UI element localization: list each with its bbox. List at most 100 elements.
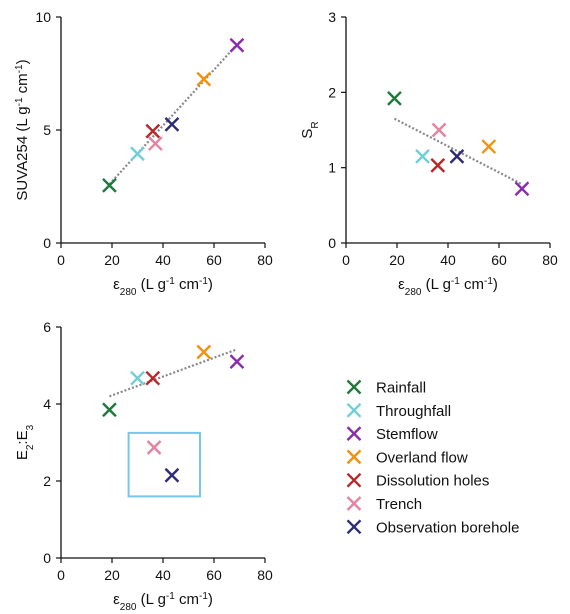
x-axis-label: ε280 (L g-1 cm-1) [113,591,213,613]
y-tick-label: 5 [43,122,51,138]
x-label-sup: -1 [166,276,175,287]
y-label-base: SUVA254 (L g [14,106,31,200]
y-axis-label: SUVA254 (L g-1 cm-1) [14,59,32,200]
legend-label: Throughfall [376,403,451,420]
y-axis-label: SR [299,121,321,138]
point-dissolution-holes [145,123,161,139]
x-label-end: ) [493,276,498,293]
x-label-base: ε [113,591,120,608]
x-label-base: ε [113,276,120,293]
point-dissolution-holes [430,158,446,173]
x-tick-label: 20 [104,252,120,268]
point-rainfall [102,178,117,193]
point-observation-borehole [164,117,180,132]
y-label-base: E [14,450,31,460]
x-tick-label: 20 [104,567,120,583]
legend-marker-overland-flow [346,449,362,465]
x-label-sub: 280 [120,602,137,613]
x-label-rest: (L g [136,276,165,293]
legend: Rainfall Throughfall Stemflow Overland flow… [346,379,519,536]
point-overland-flow [196,344,212,360]
y-tick-label: 2 [328,84,336,100]
x-axis-label: ε280 (L g-1 cm-1) [398,276,498,298]
x-label-sup: -1 [451,276,460,287]
y-label-sub2: 3 [25,424,36,430]
y-tick-label: 1 [328,160,336,176]
x-label-sup2: -1 [199,276,208,287]
x-tick-label: 20 [389,252,405,268]
legend-label: Trench [376,496,422,513]
y-label-sub: R [310,121,321,128]
y-tick-label: 0 [43,550,51,566]
point-rainfall [102,402,117,418]
point-overland-flow [196,71,212,87]
x-label-rest: (L g [421,276,450,293]
y-label-mid: :E [14,430,31,444]
y-tick-label: 6 [43,319,51,335]
x-label-sub: 280 [120,287,137,298]
y-tick-label: 3 [328,9,336,25]
legend-marker-stemflow [346,426,362,441]
point-overland-flow [481,139,497,154]
x-tick-label: 80 [542,252,558,268]
legend-marker-trench [346,496,362,511]
x-label-sub: 280 [405,287,422,298]
point-observation-borehole [449,149,465,164]
x-label-tail: cm [175,276,199,293]
y-tick-label: 0 [328,235,336,251]
legend-marker-dissolution-holes [346,472,362,488]
y-label-mid: cm [14,73,31,97]
x-tick-label: 80 [257,252,273,268]
y-tick-label: 4 [43,396,51,412]
highlight-box [127,431,201,498]
trendline [109,348,238,398]
point-observation-borehole [164,467,180,483]
y-tick-label: 0 [43,235,51,251]
x-label-rest: (L g [136,591,165,608]
point-trench [148,136,163,151]
point-throughfall [130,370,145,386]
legend-marker-rainfall [346,379,362,395]
trendline [393,117,523,186]
point-rainfall [387,91,402,106]
y-label-sub: 2 [25,444,36,450]
x-tick-label: 60 [491,252,507,268]
x-label-tail: cm [460,276,484,293]
legend-marker-observation-borehole [346,519,362,535]
x-tick-label: 40 [440,252,456,268]
x-tick-label: 0 [57,252,65,268]
x-tick-label: 40 [155,567,171,583]
point-stemflow [229,37,245,53]
point-stemflow [229,354,245,369]
point-stemflow [514,181,530,197]
x-label-base: ε [398,276,405,293]
point-throughfall [415,149,430,164]
x-tick-label: 0 [342,252,350,268]
y-tick-label: 2 [43,473,51,489]
y-label-base: S [299,129,316,139]
y-tick-label: 10 [35,9,51,25]
legend-label: Dissolution holes [376,473,489,490]
x-label-end: ) [208,276,213,293]
x-tick-label: 60 [206,252,222,268]
x-tick-label: 0 [57,567,65,583]
x-tick-label: 40 [155,252,171,268]
x-label-sup2: -1 [484,276,493,287]
x-label-sup2: -1 [199,591,208,602]
x-tick-label: 80 [257,567,273,583]
x-label-tail: cm [175,591,199,608]
x-tick-label: 60 [206,567,222,583]
y-label-sup2: -1 [14,64,25,73]
x-axis-label: ε280 (L g-1 cm-1) [113,276,213,298]
point-throughfall [130,146,145,162]
legend-marker-throughfall [346,402,362,418]
y-label-sup: -1 [14,97,25,106]
trendline [108,41,241,185]
legend-label: Stemflow [376,426,438,443]
x-label-end: ) [208,591,213,608]
legend-label: Observation borehole [376,519,519,536]
